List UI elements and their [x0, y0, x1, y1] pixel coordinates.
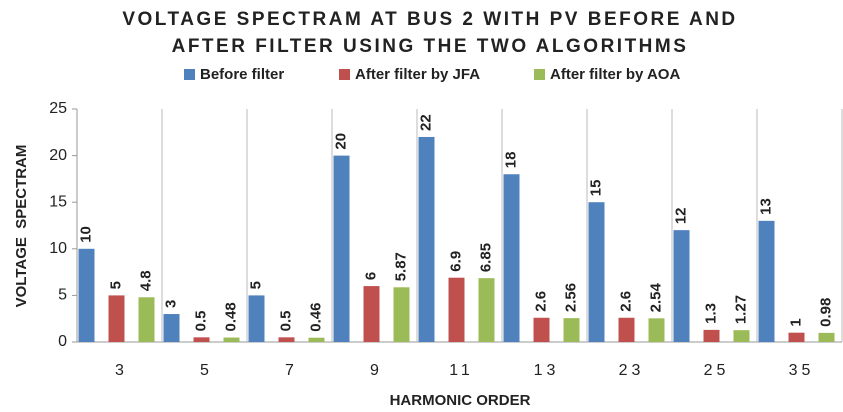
- bar: [163, 314, 180, 342]
- x-tick-label: 11: [449, 362, 474, 379]
- bar: [363, 286, 380, 342]
- y-tick-label: 5: [58, 287, 67, 304]
- bar: [418, 136, 435, 342]
- data-label: 12: [672, 207, 689, 224]
- data-label: 0.48: [222, 302, 239, 331]
- legend-label: After filter by JFA: [355, 66, 480, 83]
- y-tick-label: 15: [49, 193, 67, 210]
- bar: [563, 318, 580, 342]
- bar: [733, 330, 750, 342]
- data-label: 1.3: [702, 303, 719, 324]
- bar: [308, 337, 325, 342]
- legend-label: Before filter: [200, 66, 284, 83]
- data-label: 5: [107, 281, 124, 289]
- bar: [278, 337, 295, 342]
- data-label: 0.5: [277, 310, 294, 331]
- bar: [248, 295, 265, 342]
- data-label: 2.54: [647, 282, 664, 312]
- data-label: 1.27: [732, 295, 749, 324]
- data-label: 6.9: [447, 251, 464, 272]
- data-label: 10: [77, 226, 94, 243]
- legend-swatch: [339, 69, 350, 80]
- data-label: 0.5: [192, 310, 209, 331]
- bar: [138, 297, 155, 342]
- bar: [333, 155, 350, 342]
- bar: [223, 337, 240, 342]
- x-tick-label: 5: [200, 362, 213, 379]
- x-tick-label: 23: [619, 362, 645, 379]
- bar: [618, 317, 635, 342]
- data-label: 5.87: [392, 252, 409, 281]
- bar: [788, 332, 805, 342]
- legend-swatch: [184, 69, 195, 80]
- y-tick-label: 20: [49, 147, 67, 164]
- data-label: 3: [162, 300, 179, 308]
- data-label: 13: [757, 198, 774, 215]
- x-axis-label: HARMONIC ORDER: [390, 392, 531, 409]
- data-label: 22: [417, 114, 434, 131]
- x-tick-label: 9: [370, 362, 383, 379]
- data-label: 20: [332, 133, 349, 150]
- bar: [503, 174, 520, 342]
- x-tick-label: 7: [285, 362, 298, 379]
- legend-label: After filter by AOA: [550, 66, 680, 83]
- data-label: 4.8: [137, 270, 154, 291]
- chart-title: AFTER FILTER USING THE TWO ALGORITHMS: [172, 36, 689, 57]
- bar: [703, 329, 720, 342]
- y-axis-label: VOLTAGE SPECTRAM: [13, 145, 30, 308]
- bar: [588, 202, 605, 342]
- y-tick-label: 25: [49, 100, 67, 117]
- data-label: 15: [587, 180, 604, 197]
- bar: [448, 277, 465, 342]
- bar: [673, 230, 690, 342]
- bar: [478, 278, 495, 342]
- data-label: 5: [247, 281, 264, 289]
- bar: [193, 337, 210, 342]
- data-label: 2.6: [532, 291, 549, 312]
- bar: [648, 318, 665, 342]
- bar: [758, 220, 775, 342]
- bar: [78, 248, 95, 342]
- x-tick-label: 35: [789, 362, 815, 379]
- y-tick-label: 0: [58, 333, 67, 350]
- data-label: 18: [502, 152, 519, 169]
- bar: [533, 317, 550, 342]
- data-label: 1: [787, 318, 804, 326]
- legend-swatch: [534, 69, 545, 80]
- bar: [818, 332, 835, 342]
- x-tick-label: 3: [115, 362, 128, 379]
- x-tick-label: 13: [534, 362, 560, 379]
- x-tick-label: 25: [704, 362, 730, 379]
- data-label: 2.56: [562, 283, 579, 312]
- data-label: 6: [362, 272, 379, 280]
- bar: [393, 287, 410, 342]
- data-label: 0.98: [817, 298, 834, 327]
- data-label: 0.46: [307, 303, 324, 332]
- data-label: 6.85: [477, 243, 494, 272]
- bar: [108, 295, 125, 342]
- data-label: 2.6: [617, 291, 634, 312]
- y-tick-label: 10: [49, 240, 67, 257]
- chart-title: VOLTAGE SPECTRAM AT BUS 2 WITH PV BEFORE…: [122, 9, 737, 30]
